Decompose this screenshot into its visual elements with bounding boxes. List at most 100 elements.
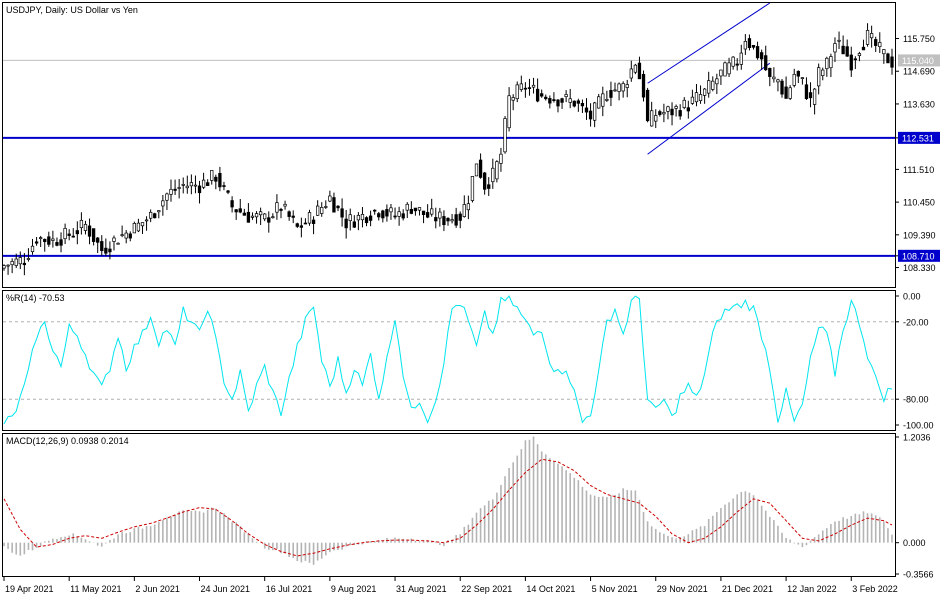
candle-body bbox=[478, 159, 483, 178]
candle-body bbox=[2, 265, 6, 269]
time-tick-label: 21 Dec 2021 bbox=[722, 584, 773, 594]
candle-body bbox=[825, 57, 829, 70]
candle-body bbox=[405, 203, 409, 211]
wpr-panel-frame bbox=[2, 290, 896, 431]
candle-body bbox=[715, 78, 719, 85]
candle-body bbox=[739, 52, 743, 65]
price-tick-label: 111.510 bbox=[903, 165, 934, 175]
candle-body bbox=[10, 261, 14, 266]
candle-body bbox=[527, 87, 532, 89]
candle-body bbox=[755, 46, 760, 59]
candle-body bbox=[833, 43, 837, 53]
price-tick-label: 113.630 bbox=[903, 99, 935, 109]
candle-body bbox=[14, 258, 18, 266]
candle-body bbox=[177, 187, 181, 189]
candle-body bbox=[389, 207, 393, 213]
candle-body bbox=[55, 242, 59, 246]
candle-body bbox=[181, 184, 185, 186]
candle-body bbox=[572, 100, 576, 107]
candle-body bbox=[320, 207, 324, 214]
candle-body bbox=[234, 209, 238, 213]
candle-body bbox=[104, 247, 108, 254]
candle-body bbox=[153, 213, 157, 219]
candle-body bbox=[800, 77, 805, 79]
candle-body bbox=[26, 258, 31, 260]
candle-body bbox=[597, 96, 601, 109]
candle-body bbox=[698, 94, 703, 102]
candle-body bbox=[658, 111, 662, 115]
candle-body bbox=[662, 112, 666, 115]
candle-body bbox=[829, 56, 833, 69]
candle-body bbox=[148, 211, 153, 219]
current-price-label-box bbox=[898, 54, 940, 67]
candle-body bbox=[128, 233, 132, 239]
candle-body bbox=[43, 238, 47, 243]
price-tick-label: 115.750 bbox=[903, 34, 935, 44]
candle-body bbox=[352, 221, 356, 228]
candle-body bbox=[112, 237, 116, 242]
candle-body bbox=[796, 70, 800, 77]
candle-body bbox=[75, 230, 79, 235]
time-tick-label: 9 Aug 2021 bbox=[331, 584, 377, 594]
candle-body bbox=[140, 222, 145, 227]
candle-body bbox=[96, 237, 100, 243]
candle-body bbox=[727, 62, 731, 75]
price-axis: 115.750 114.690 113.630 112.531 111.510 110.4… bbox=[895, 34, 940, 273]
time-tick-label: 2 Jun 2021 bbox=[135, 584, 180, 594]
wpr-layer bbox=[3, 295, 895, 425]
candle-body bbox=[328, 195, 332, 202]
candle-body bbox=[487, 184, 491, 189]
candle-body bbox=[250, 215, 255, 218]
level-label: 112.531 bbox=[902, 133, 934, 143]
candle-body bbox=[18, 257, 22, 265]
candle-body bbox=[295, 223, 299, 227]
candle-body bbox=[491, 167, 495, 183]
candle-body bbox=[466, 203, 471, 211]
candle-body bbox=[694, 92, 699, 103]
candle-body bbox=[332, 197, 336, 213]
candle-body bbox=[808, 92, 813, 99]
candle-body bbox=[686, 107, 690, 112]
candle-body bbox=[189, 182, 194, 187]
chart-title: USDJPY, Daily: US Dollar vs Yen bbox=[6, 5, 138, 15]
candle-body bbox=[185, 185, 189, 189]
price-panel-frame bbox=[2, 2, 896, 288]
time-tick-label: 22 Sep 2021 bbox=[461, 584, 512, 594]
candle-body bbox=[531, 84, 536, 88]
candle-body bbox=[743, 41, 748, 50]
candle-body bbox=[430, 208, 434, 215]
candle-body bbox=[442, 216, 446, 226]
candle-body bbox=[458, 213, 462, 221]
candle-body bbox=[507, 95, 511, 129]
candle-body bbox=[747, 38, 752, 48]
candle-body bbox=[886, 53, 890, 64]
candle-body bbox=[707, 80, 711, 94]
candle-body bbox=[87, 225, 92, 237]
candle-body bbox=[812, 88, 817, 105]
candle-body bbox=[124, 232, 128, 239]
wpr-axis: 0.00 -20.00 -80.00 -100.00 bbox=[895, 292, 934, 431]
candle-body bbox=[340, 208, 344, 218]
macd-signal-line bbox=[3, 458, 893, 557]
candle-body bbox=[690, 96, 695, 104]
candle-body bbox=[837, 39, 841, 42]
candle-body bbox=[878, 42, 882, 48]
candle-body bbox=[368, 215, 373, 221]
price-tick-label: 108.330 bbox=[903, 263, 936, 273]
candle-body bbox=[556, 99, 560, 107]
candle-body bbox=[100, 241, 104, 252]
candle-body bbox=[393, 215, 397, 218]
candle-body bbox=[772, 76, 776, 80]
candle-body bbox=[869, 33, 874, 39]
candle-body bbox=[336, 205, 340, 209]
macd-axis: 1.2036 0.000 -0.3566 bbox=[895, 433, 934, 580]
candle-body bbox=[364, 217, 369, 224]
candle-body bbox=[39, 237, 43, 240]
candle-body bbox=[91, 228, 96, 242]
candle-body bbox=[83, 223, 88, 231]
candle-body bbox=[849, 54, 853, 71]
candle-body bbox=[34, 241, 39, 244]
candle-body bbox=[784, 86, 788, 99]
wpr-tick-label: -100.00 bbox=[903, 421, 934, 431]
